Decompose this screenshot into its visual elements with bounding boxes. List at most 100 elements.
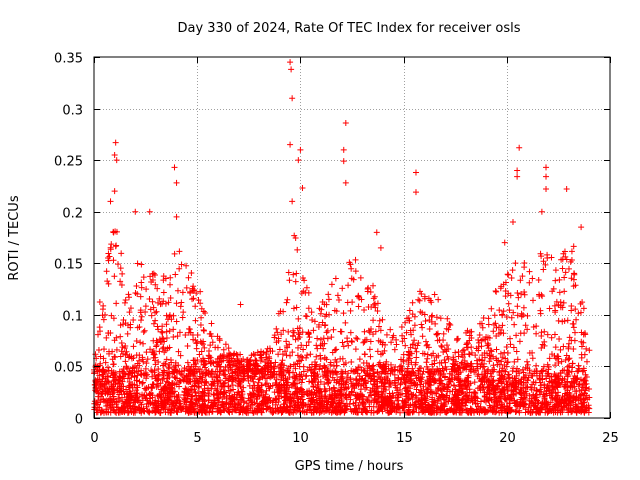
data-point bbox=[488, 305, 495, 312]
data-point bbox=[118, 339, 125, 346]
data-point bbox=[138, 261, 145, 268]
data-point bbox=[103, 268, 110, 275]
data-point bbox=[171, 164, 178, 171]
data-point bbox=[575, 362, 582, 369]
data-point bbox=[142, 303, 149, 310]
data-point bbox=[541, 381, 548, 388]
data-point bbox=[143, 401, 150, 408]
data-point bbox=[226, 388, 233, 395]
data-point bbox=[326, 391, 333, 398]
data-point bbox=[190, 295, 197, 302]
data-point bbox=[314, 345, 321, 352]
data-point bbox=[290, 369, 297, 376]
data-point bbox=[558, 358, 565, 365]
data-point bbox=[435, 296, 442, 303]
data-point bbox=[154, 323, 161, 330]
data-point bbox=[140, 340, 147, 347]
data-point bbox=[431, 291, 438, 298]
data-point bbox=[423, 359, 430, 366]
data-point bbox=[559, 375, 566, 382]
data-point bbox=[571, 271, 578, 278]
data-point bbox=[320, 335, 327, 342]
data-point bbox=[555, 317, 562, 324]
data-point bbox=[96, 324, 103, 331]
data-point bbox=[220, 346, 227, 353]
data-point bbox=[459, 403, 466, 410]
data-point bbox=[335, 296, 342, 303]
data-point bbox=[113, 300, 120, 307]
data-point bbox=[497, 404, 504, 411]
data-point bbox=[240, 398, 247, 405]
data-point bbox=[516, 144, 523, 151]
data-point bbox=[568, 307, 575, 314]
data-point bbox=[374, 378, 381, 385]
data-point bbox=[413, 354, 420, 361]
data-point bbox=[187, 387, 194, 394]
data-point bbox=[163, 378, 170, 385]
data-point bbox=[418, 290, 425, 297]
data-point bbox=[552, 277, 559, 284]
data-point bbox=[173, 318, 180, 325]
data-point bbox=[206, 347, 213, 354]
data-point bbox=[285, 328, 292, 335]
data-point bbox=[571, 373, 578, 379]
data-point bbox=[533, 388, 540, 395]
data-point bbox=[330, 326, 337, 333]
data-point bbox=[163, 328, 170, 335]
data-point bbox=[237, 301, 244, 308]
data-point bbox=[177, 378, 184, 385]
data-point bbox=[492, 320, 499, 327]
data-point bbox=[493, 288, 500, 295]
data-point bbox=[259, 373, 266, 380]
data-point bbox=[568, 409, 575, 416]
data-point bbox=[345, 282, 352, 289]
data-point bbox=[122, 296, 129, 303]
data-point bbox=[292, 278, 299, 285]
data-point bbox=[552, 267, 559, 274]
data-point bbox=[415, 409, 422, 416]
data-point bbox=[426, 380, 433, 387]
x-tick-label: 20 bbox=[499, 431, 516, 446]
data-point bbox=[193, 345, 200, 352]
data-point bbox=[325, 291, 332, 298]
data-point bbox=[543, 164, 550, 171]
data-point bbox=[433, 331, 440, 338]
data-point bbox=[356, 356, 363, 363]
data-point bbox=[467, 328, 474, 335]
data-point bbox=[332, 346, 339, 353]
data-point bbox=[166, 401, 173, 408]
data-point bbox=[521, 264, 528, 271]
data-point bbox=[571, 329, 578, 336]
data-point bbox=[581, 381, 588, 388]
data-point bbox=[419, 324, 426, 331]
data-point bbox=[342, 319, 349, 326]
data-point bbox=[514, 167, 521, 174]
data-point bbox=[332, 275, 339, 282]
y-tick-label: 0.15 bbox=[54, 258, 83, 273]
data-point bbox=[526, 268, 533, 275]
data-point bbox=[294, 246, 301, 253]
data-point bbox=[485, 341, 492, 348]
data-point bbox=[269, 382, 276, 389]
data-point bbox=[139, 379, 146, 386]
data-point bbox=[360, 393, 367, 400]
data-point bbox=[126, 309, 133, 316]
data-point bbox=[388, 367, 395, 374]
data-point bbox=[505, 271, 512, 278]
data-point bbox=[156, 348, 163, 355]
data-point bbox=[520, 304, 527, 311]
data-point bbox=[189, 393, 196, 400]
data-point bbox=[293, 270, 300, 277]
data-point bbox=[106, 253, 113, 260]
data-point bbox=[113, 242, 120, 249]
data-point bbox=[113, 157, 120, 164]
data-point bbox=[546, 305, 553, 312]
data-point bbox=[548, 254, 555, 261]
data-point bbox=[173, 179, 180, 186]
data-point bbox=[149, 298, 156, 305]
data-point bbox=[273, 325, 280, 332]
data-point bbox=[485, 321, 492, 328]
data-point bbox=[340, 310, 347, 317]
y-tick-label: 0 bbox=[75, 413, 83, 428]
data-point bbox=[366, 389, 373, 396]
